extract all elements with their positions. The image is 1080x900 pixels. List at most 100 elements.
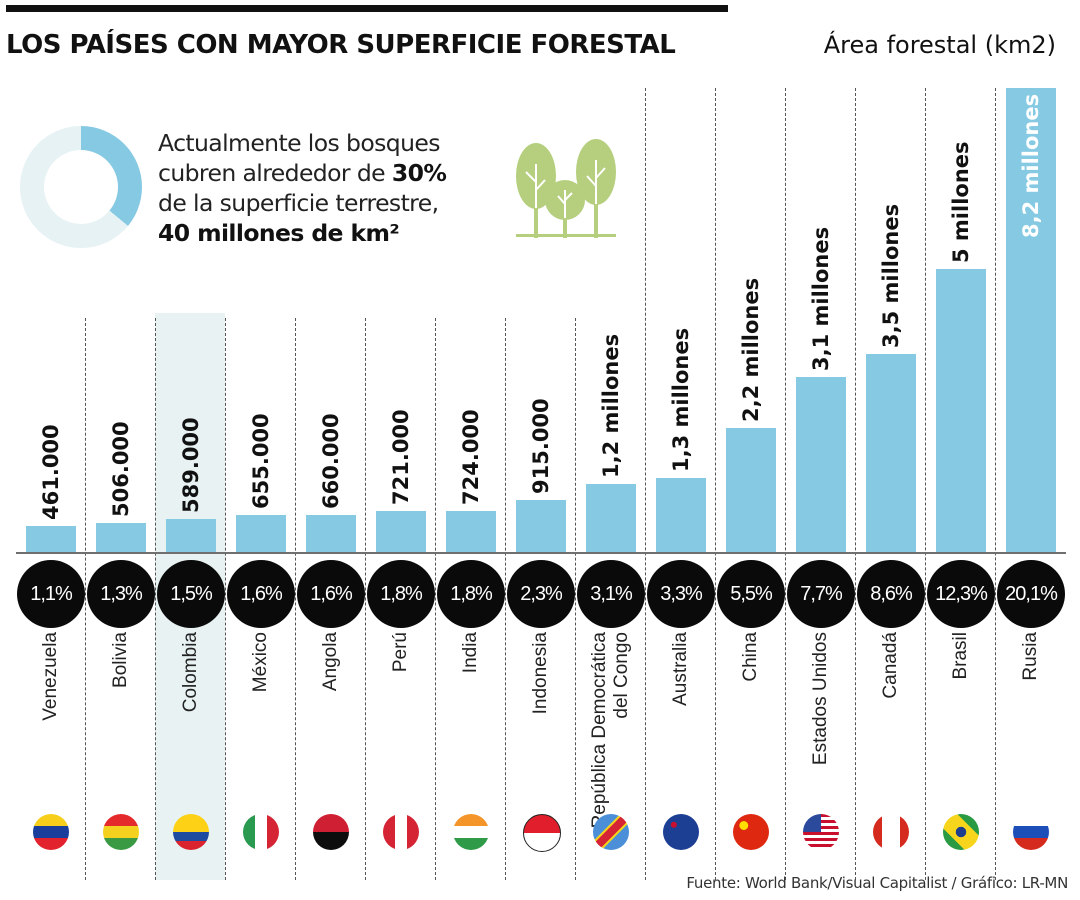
source-credit: Fuente: World Bank/Visual Capitalist / G… [686, 874, 1068, 892]
country-label-line: del Congo [611, 632, 632, 719]
country-label: India [460, 632, 482, 673]
country-label-line: India [460, 632, 481, 674]
country-label: Angola [320, 632, 342, 691]
column-divider [715, 88, 716, 880]
dr-congo-flag-icon [593, 814, 629, 850]
country-label: República Democrática del Congo [589, 632, 633, 828]
bar-value-label: 589.000 [179, 417, 203, 513]
column-divider [85, 318, 86, 880]
column-divider [295, 318, 296, 880]
bar-value-label: 655.000 [249, 413, 273, 509]
country-label-line: Indonesia [530, 632, 551, 715]
bar-value-label: 1,3 millones [669, 327, 693, 472]
country-label-line: México [250, 632, 271, 693]
share-percent-badge: 2,3% [507, 560, 575, 628]
share-percent-badge: 1,1% [17, 560, 85, 628]
share-percent-badge: 20,1% [997, 560, 1065, 628]
country-label: Canadá [880, 632, 902, 699]
country-label-line: República Democrática [589, 632, 610, 829]
country-label: Venezuela [40, 632, 62, 721]
usa-flag-icon [803, 814, 839, 850]
share-percent-badge: 1,8% [367, 560, 435, 628]
bar-value-label: 5 millones [949, 141, 973, 263]
country-label: Australia [670, 632, 692, 706]
share-percent-badge: 7,7% [787, 560, 855, 628]
column-divider [645, 88, 646, 880]
country-label: Bolivia [110, 632, 132, 688]
intro-line-4: 40 millones de km² [158, 218, 446, 248]
column-divider [785, 88, 786, 880]
donut-hole [44, 150, 118, 224]
intro-annotation: Actualmente los bosques cubren alrededor… [158, 128, 447, 248]
column-divider [995, 88, 996, 880]
bar-value-label: 1,2 millones [599, 333, 623, 478]
share-percent-badge: 1,6% [297, 560, 365, 628]
bar-12 [866, 354, 916, 552]
venezuela-flag-icon [33, 814, 69, 850]
bar-11 [796, 377, 846, 552]
country-label-line: Perú [390, 632, 411, 673]
bar-value-label: 3,5 millones [879, 203, 903, 348]
bar-7 [516, 500, 566, 552]
bar-8 [586, 484, 636, 552]
bar-value-label: 660.000 [319, 413, 343, 509]
trees-icon [516, 139, 616, 238]
bar-0 [26, 526, 76, 552]
column-divider [925, 88, 926, 880]
intro-line-2: cubren alrededor de 30% [158, 158, 447, 188]
intro-line-3: de la superficie terrestre, [158, 189, 439, 217]
share-percent-badge: 12,3% [927, 560, 995, 628]
bar-3 [236, 515, 286, 552]
bar-value-label: 915.000 [529, 398, 553, 494]
country-label: China [740, 632, 762, 682]
country-label-line: Rusia [1020, 632, 1041, 681]
bar-2 [166, 519, 216, 552]
russia-flag-icon [1013, 814, 1049, 850]
intro-total-area: 40 millones de km² [158, 219, 400, 247]
share-percent-badge: 3,1% [577, 560, 645, 628]
country-label-line: Bolivia [110, 632, 131, 688]
angola-flag-icon [313, 814, 349, 850]
country-label: Rusia [1020, 632, 1042, 681]
colombia-flag-icon [173, 814, 209, 850]
country-label-line: Angola [320, 632, 341, 692]
intro-percent: 30% [391, 159, 447, 187]
brazil-flag-icon [943, 814, 979, 850]
country-label: Indonesia [530, 632, 552, 714]
country-label: México [250, 632, 272, 692]
bar-value-label: 461.000 [39, 424, 63, 520]
column-divider [575, 318, 576, 880]
share-percent-badge: 1,3% [87, 560, 155, 628]
bar-value-label: 2,2 millones [739, 277, 763, 422]
column-divider [435, 318, 436, 880]
bar-value-label: 3,1 millones [809, 226, 833, 371]
country-label-line: Venezuela [40, 632, 61, 721]
column-divider [855, 88, 856, 880]
country-label-line: Colombia [180, 632, 201, 713]
india-flag-icon [453, 814, 489, 850]
mexico-flag-icon [243, 814, 279, 850]
country-label: Perú [390, 632, 412, 672]
country-label: Brasil [950, 632, 972, 680]
bar-4 [306, 515, 356, 552]
bolivia-flag-icon [103, 814, 139, 850]
top-rule [6, 5, 728, 12]
column-divider [225, 318, 226, 880]
peru-flag-icon [383, 814, 419, 850]
bar-value-label: 724.000 [459, 409, 483, 505]
share-percent-badge: 1,6% [227, 560, 295, 628]
bar-9 [656, 478, 706, 552]
column-divider [365, 318, 366, 880]
share-percent-badge: 8,6% [857, 560, 925, 628]
bar-6 [446, 511, 496, 552]
bar-value-label: 506.000 [109, 421, 133, 517]
bar-14 [1006, 88, 1056, 552]
column-divider [155, 318, 156, 880]
share-percent-badge: 1,5% [157, 560, 225, 628]
share-percent-badge: 5,5% [717, 560, 785, 628]
australia-flag-icon [663, 814, 699, 850]
country-label-line: Estados Unidos [810, 632, 831, 766]
column-divider [505, 318, 506, 880]
china-flag-icon [733, 814, 769, 850]
bar-5 [376, 511, 426, 552]
